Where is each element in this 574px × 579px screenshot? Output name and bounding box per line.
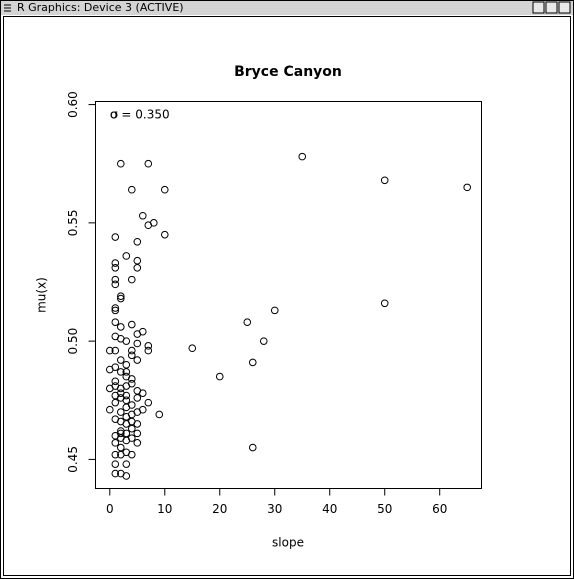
point — [144, 221, 153, 230]
x-tick-label: 10 — [157, 502, 172, 516]
point — [127, 346, 136, 355]
point — [127, 351, 136, 360]
point — [380, 299, 389, 308]
maximize-button[interactable] — [545, 1, 558, 14]
canvas-border — [3, 16, 571, 576]
point — [111, 439, 120, 447]
x-tick-label: 40 — [322, 502, 337, 516]
point — [138, 211, 147, 220]
point — [116, 159, 125, 168]
legend-symbol — [110, 111, 118, 119]
point — [116, 356, 125, 364]
point — [111, 318, 120, 327]
point — [155, 410, 164, 419]
point — [116, 408, 125, 416]
point — [122, 337, 131, 345]
point — [105, 405, 114, 414]
point — [111, 304, 120, 312]
legend-text: σ = 0.350 — [110, 108, 170, 122]
x-tick-label: 20 — [212, 502, 227, 516]
point — [105, 365, 114, 374]
point — [116, 294, 125, 303]
close-button[interactable] — [558, 1, 571, 14]
point — [127, 275, 136, 284]
point — [188, 344, 197, 353]
point — [127, 450, 136, 459]
point — [127, 320, 136, 329]
point — [122, 403, 131, 412]
x-tick-label: 50 — [377, 502, 392, 516]
point — [111, 346, 120, 355]
point — [380, 176, 389, 185]
point — [144, 398, 153, 407]
point — [133, 330, 142, 338]
point — [111, 469, 120, 478]
point — [133, 237, 142, 246]
point — [116, 450, 125, 459]
menu-icon[interactable] — [4, 4, 11, 12]
point — [160, 185, 169, 194]
point — [111, 377, 120, 386]
point — [105, 346, 114, 355]
point — [111, 450, 120, 459]
point — [463, 183, 472, 192]
minimize-button[interactable] — [532, 1, 545, 14]
point — [116, 292, 125, 300]
point — [122, 460, 131, 468]
point — [116, 368, 125, 376]
point — [116, 429, 125, 438]
point — [160, 230, 169, 239]
point — [111, 460, 120, 468]
point — [111, 306, 120, 315]
point — [122, 368, 131, 376]
point — [243, 318, 252, 327]
point — [122, 252, 131, 260]
point — [270, 306, 279, 315]
y-tick-label: 0.55 — [66, 209, 80, 236]
title-bar — [1, 1, 573, 15]
point — [127, 379, 136, 388]
point — [259, 337, 268, 345]
x-tick-label: 0 — [106, 502, 114, 516]
point — [111, 263, 120, 272]
point — [133, 439, 142, 447]
point — [133, 429, 142, 438]
chart-title: Bryce Canyon — [234, 64, 342, 80]
point — [133, 394, 142, 402]
point — [144, 342, 153, 350]
point — [133, 356, 142, 364]
point — [144, 159, 153, 168]
point — [248, 443, 257, 452]
point — [144, 346, 153, 355]
point — [116, 323, 125, 331]
point — [127, 185, 136, 194]
y-tick-label: 0.60 — [66, 91, 80, 118]
x-tick-label: 60 — [432, 502, 447, 516]
point — [111, 259, 120, 267]
point — [127, 417, 136, 426]
point — [248, 358, 257, 367]
point — [111, 275, 120, 284]
window-title: R Graphics: Device 3 (ACTIVE) — [17, 1, 184, 14]
y-tick-label: 0.50 — [66, 328, 80, 355]
point — [111, 280, 120, 289]
point — [122, 472, 131, 480]
x-tick-label: 30 — [267, 502, 282, 516]
point — [111, 233, 120, 241]
point — [127, 375, 136, 383]
y-axis-label: mu(x) — [35, 277, 49, 313]
point — [133, 263, 142, 272]
y-tick-label: 0.45 — [66, 446, 80, 473]
point — [138, 389, 147, 397]
point — [215, 372, 224, 381]
point — [298, 152, 307, 161]
x-axis-label: slope — [272, 536, 304, 550]
point — [122, 436, 131, 445]
point — [111, 398, 120, 407]
point — [133, 339, 142, 348]
